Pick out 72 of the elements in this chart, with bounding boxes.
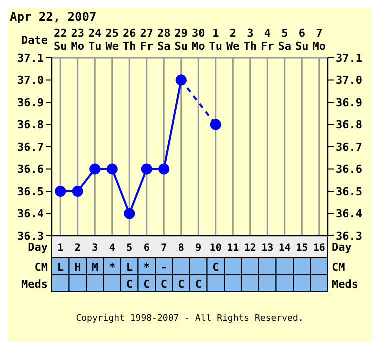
x-tick-label: 16 xyxy=(313,243,326,254)
x-tick-label: 1 xyxy=(58,243,64,254)
text: C xyxy=(160,278,168,291)
y2-tick-label: 36.7 xyxy=(336,140,362,154)
text: C xyxy=(144,278,150,291)
y-tick-label: 36.7 xyxy=(18,140,44,154)
text: C xyxy=(212,261,220,274)
x-tick-label: 2 xyxy=(74,243,81,254)
x-tick-label: 12 xyxy=(244,243,256,254)
y2-tick-label: 36.3 xyxy=(336,230,362,243)
y-tick-label: 36.8 xyxy=(18,118,44,132)
x-tick-label: 9 xyxy=(196,243,202,254)
y-tick-label: 36.3 xyxy=(18,230,44,243)
text: 24 Tu xyxy=(88,27,102,53)
x-tick-label: 11 xyxy=(227,243,240,254)
x-tick-label: 14 xyxy=(278,243,291,254)
y2-tick-label: 37.1 xyxy=(336,52,363,65)
x-tick-label: 7 xyxy=(161,243,168,254)
y-tick-label: 36.6 xyxy=(18,163,44,176)
y2-tick-label: 36.4 xyxy=(336,208,363,221)
text: 23 Mo xyxy=(71,27,85,53)
x-tick-label: 10 xyxy=(210,243,222,254)
y-tick-label: 36.5 xyxy=(18,185,44,198)
text: CM xyxy=(332,261,346,274)
y2-tick-label: 36.5 xyxy=(336,185,362,198)
text: C xyxy=(126,278,133,291)
text: Date xyxy=(22,34,48,47)
y-tick-label: 36.9 xyxy=(18,96,44,110)
y2-tick-label: 37.0 xyxy=(336,74,362,88)
x-tick-label: 5 xyxy=(126,243,133,254)
x-tick-label: 8 xyxy=(178,243,184,254)
text: 26 Th xyxy=(123,27,137,53)
text: C xyxy=(195,278,202,291)
text: 7 Mo xyxy=(312,27,326,53)
text: H xyxy=(74,261,82,274)
y2-tick-label: 36.9 xyxy=(336,96,362,110)
x-tick-label: 15 xyxy=(296,243,308,254)
text: 2 We xyxy=(226,27,240,53)
text: Copyright 1998-2007 - All Rights Reserved. xyxy=(75,314,305,324)
text: * xyxy=(144,261,150,274)
y2-tick-label: 36.6 xyxy=(336,163,363,176)
y-tick-label: 36.4 xyxy=(18,208,44,221)
text: Meds xyxy=(22,278,48,291)
text: 6 Su xyxy=(296,27,309,53)
chart-title: Apr 22, 2007 xyxy=(10,10,97,24)
text: L xyxy=(57,261,64,274)
text: 28 Sa xyxy=(158,27,171,53)
text: L xyxy=(126,261,134,274)
text: 1 Tu xyxy=(209,27,222,53)
text: 25 We xyxy=(106,27,120,53)
text: 27 Fr xyxy=(140,27,154,53)
text: Meds xyxy=(332,278,358,291)
y-tick-label: 37.0 xyxy=(18,74,44,88)
x-axis-title: Day xyxy=(28,241,48,254)
text: 4 Fr xyxy=(261,27,275,53)
text: Day xyxy=(332,241,352,254)
text: 30 Mo xyxy=(192,27,206,53)
text: * xyxy=(109,261,116,274)
text: C xyxy=(178,278,185,291)
y-tick-label: 37.1 xyxy=(18,52,44,65)
text: - xyxy=(160,261,168,274)
text: 5 Sa xyxy=(278,27,292,53)
text: 22 Su xyxy=(54,27,68,53)
text: 29 Su xyxy=(174,27,188,53)
x-tick-label: 6 xyxy=(144,243,150,254)
x-tick-label: 4 xyxy=(109,243,116,254)
x-tick-label: 13 xyxy=(262,243,274,254)
text: CM xyxy=(34,261,48,274)
y2-tick-label: 36.8 xyxy=(336,118,362,132)
text: M xyxy=(92,261,99,274)
x-tick-label: 3 xyxy=(92,243,98,254)
text: 3 Th xyxy=(244,27,257,53)
